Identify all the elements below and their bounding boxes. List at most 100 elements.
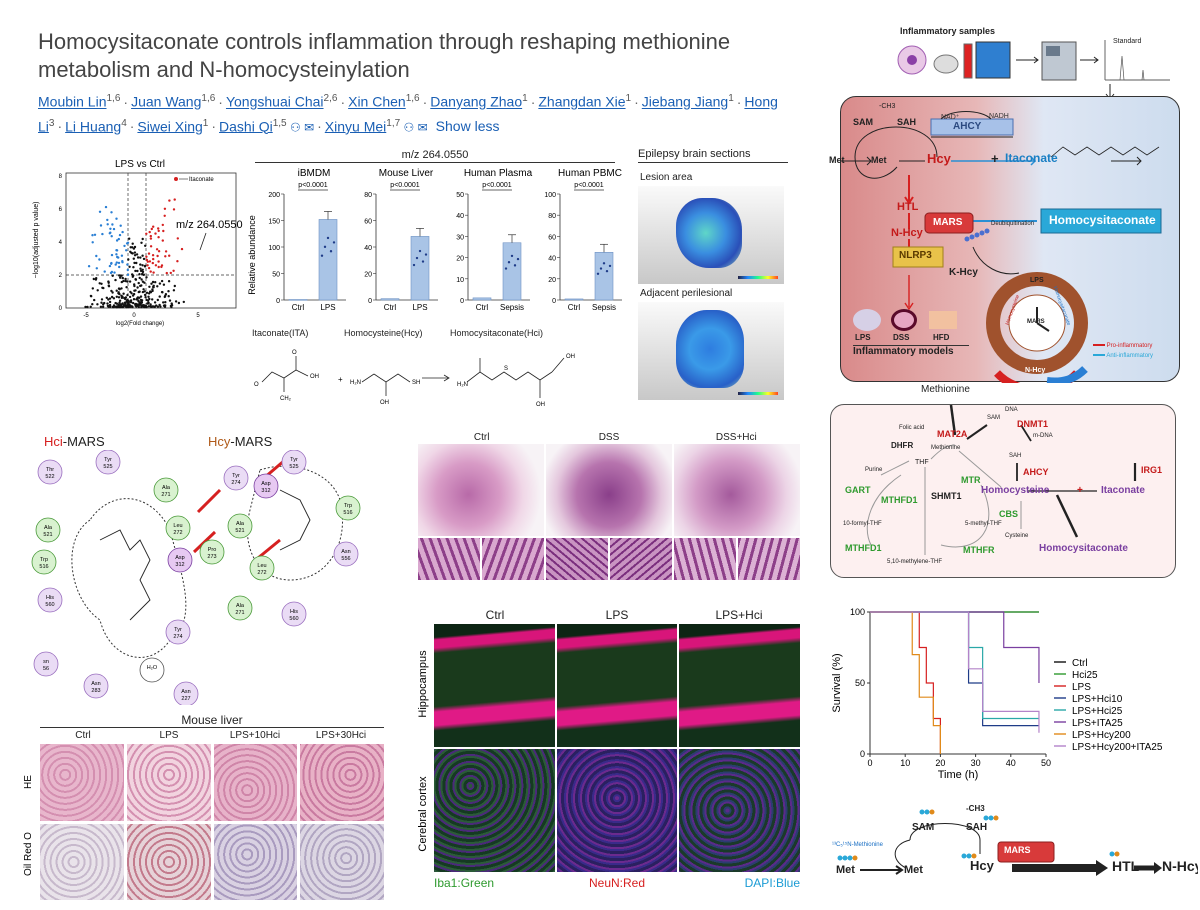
volcano-point xyxy=(118,288,121,291)
sam-node: SAM xyxy=(853,117,873,127)
nadh-node: NADH xyxy=(989,113,1009,120)
liver-oil-lps xyxy=(126,823,211,900)
deubiq-node: Deubiquitination xyxy=(991,221,1035,227)
residue-circle xyxy=(281,450,307,475)
title-line-1: Homocysitaconate controls inflammation t… xyxy=(38,29,731,54)
author-link[interactable]: Juan Wang xyxy=(131,93,202,110)
survival-xtick-label: 10 xyxy=(900,758,910,768)
nlrp3-node: NLRP3 xyxy=(899,250,932,261)
sam: SAM xyxy=(987,415,1001,421)
volcano-point xyxy=(153,301,157,304)
volcano-point xyxy=(154,264,158,267)
volcano-point xyxy=(110,262,113,265)
volcano-point xyxy=(125,305,128,309)
volcano-point xyxy=(95,267,99,270)
bar xyxy=(472,297,492,301)
volcano-point xyxy=(126,263,129,266)
residue-circle xyxy=(153,477,179,503)
author-link[interactable]: Moubin Lin xyxy=(38,93,107,110)
volcano-point xyxy=(127,258,130,261)
residue-circle xyxy=(165,515,191,541)
bar-ytick-label: 100 xyxy=(544,192,556,199)
survival-ytick-label: 50 xyxy=(855,678,865,688)
author-separator: · xyxy=(218,93,223,110)
residue-number: 56 xyxy=(43,666,49,672)
volcano-point xyxy=(87,265,91,268)
volcano-point xyxy=(148,285,151,288)
cbs: CBS xyxy=(999,509,1019,519)
volcano-point xyxy=(170,304,174,307)
volcano-point xyxy=(93,233,97,236)
mtr: MTR xyxy=(961,475,981,485)
volcano-point xyxy=(164,255,167,258)
author-link[interactable]: Danyang Zhao xyxy=(430,93,523,110)
bottom-sah: SAH xyxy=(966,822,988,833)
author-link[interactable]: Xin Chen xyxy=(348,93,406,110)
volcano-point xyxy=(152,257,155,261)
volcano-point xyxy=(95,254,98,258)
volcano-point xyxy=(123,296,126,300)
volcano-point xyxy=(157,260,160,263)
volcano-point xyxy=(100,298,104,301)
volcano-point xyxy=(117,256,120,259)
volcano-point xyxy=(140,278,143,281)
volcano-point xyxy=(136,269,139,273)
bars-ylabel-holder: Relative abundance xyxy=(245,205,259,305)
volcano-point xyxy=(119,303,123,306)
volcano-point xyxy=(120,287,123,290)
bar-panel-title: Human PBMC xyxy=(558,168,622,179)
survival-legend-label: Hci25 xyxy=(1072,670,1098,681)
show-less-link[interactable]: Show less xyxy=(435,118,500,135)
bar-ytick-label: 20 xyxy=(548,277,556,284)
volcano-point xyxy=(109,231,112,234)
residue-name: Asn xyxy=(181,689,190,695)
svg-text:5: 5 xyxy=(196,313,200,319)
volcano-point xyxy=(174,300,178,303)
volcano-point xyxy=(131,246,134,249)
lesion-label: Lesion area xyxy=(640,172,693,183)
author-link[interactable]: Zhangdan Xie xyxy=(538,93,626,110)
author-affiliation: 1 xyxy=(202,117,209,129)
author-link[interactable]: Li Huang xyxy=(65,118,122,135)
volcano-point xyxy=(148,297,151,301)
residue-circle xyxy=(83,673,109,699)
author-link[interactable]: Dashi Qi xyxy=(219,118,273,135)
residue-circle xyxy=(281,601,307,627)
volcano-point xyxy=(156,298,159,302)
bar-panel: Human Plasma 0 10 20 30 40 50 Ctrl Sepsis p<0.000… xyxy=(456,168,532,312)
residue-name: sn xyxy=(43,659,49,665)
email-icon[interactable]: ✉ xyxy=(304,120,315,135)
residue-name: Ala xyxy=(236,603,245,609)
author-link[interactable]: Siwei Xing xyxy=(137,118,203,135)
volcano-xlabel: log2(Fold change) xyxy=(116,321,164,327)
person-icon: ⚇ xyxy=(400,120,418,135)
volcano-point xyxy=(158,295,161,298)
svg-text:+: + xyxy=(338,375,343,384)
survival-series-line xyxy=(870,611,1039,720)
volcano-point xyxy=(176,260,179,263)
author-link[interactable]: Xinyu Mei xyxy=(324,118,387,135)
bar-point xyxy=(320,254,324,257)
pathway-diagram xyxy=(866,404,1137,555)
volcano-point xyxy=(133,284,136,288)
model-dss: DSS xyxy=(893,333,910,342)
bar-category-label: Ctrl xyxy=(292,303,305,312)
brain-cortex-ctrl xyxy=(434,749,555,872)
volcano-point xyxy=(118,301,121,304)
volcano-point xyxy=(149,245,153,248)
author-link[interactable]: Yongshuai Chai xyxy=(225,93,324,110)
homocysitaconate-node: Homocysitaconate xyxy=(1049,213,1156,227)
residue-circle xyxy=(249,555,275,581)
svg-text:SH: SH xyxy=(412,380,420,386)
residue-circle xyxy=(33,651,59,677)
homocysitaconate-box xyxy=(1040,208,1162,234)
volcano-point xyxy=(84,305,87,309)
volcano-point xyxy=(108,264,112,268)
author-link[interactable]: Hong Li xyxy=(38,93,778,135)
email-icon[interactable]: ✉ xyxy=(417,120,428,135)
volcano-point xyxy=(141,264,144,267)
volcano-point xyxy=(162,283,166,286)
volcano-point xyxy=(118,299,122,302)
svg-text:O: O xyxy=(254,382,259,388)
author-link[interactable]: Jiebang Jiang xyxy=(641,93,729,110)
